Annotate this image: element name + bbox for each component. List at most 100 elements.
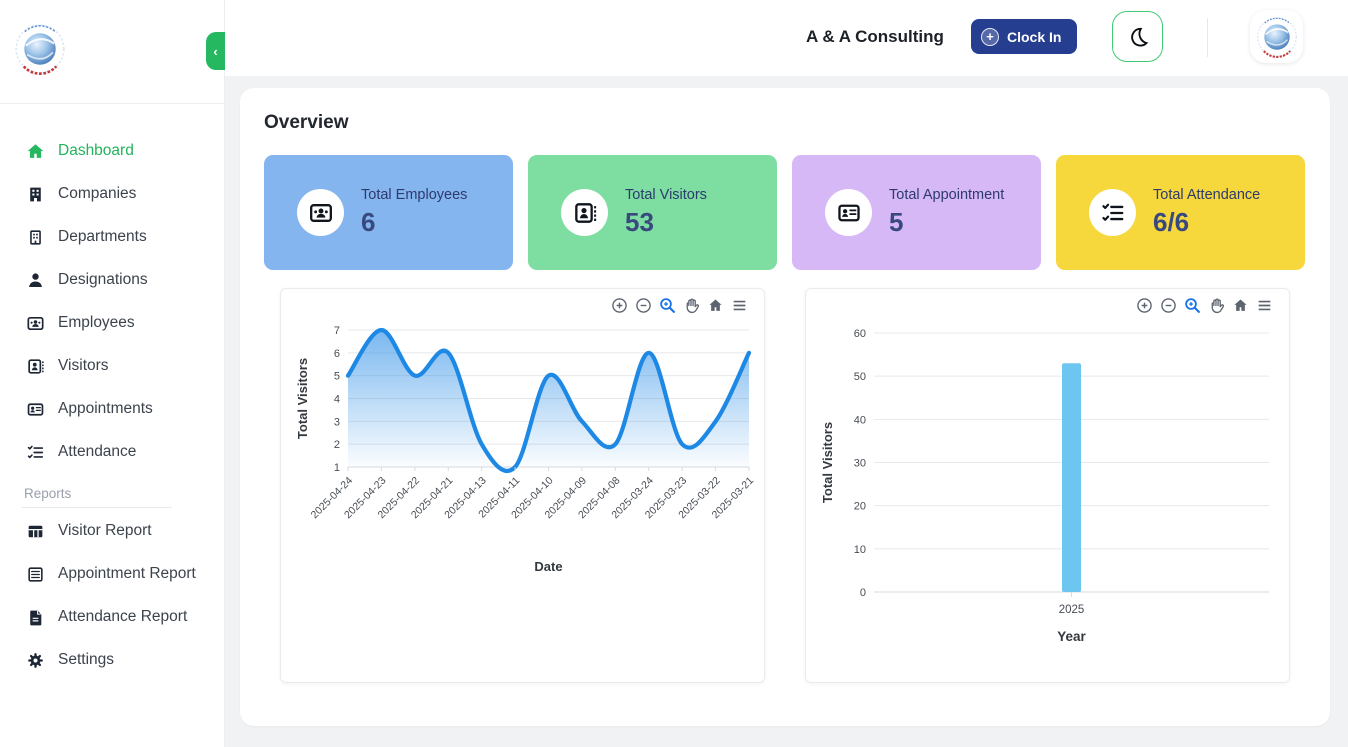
- sidebar-logo-area: ‹: [0, 0, 225, 104]
- box-zoom-icon[interactable]: [659, 297, 676, 314]
- sidebar-item-attendance-report[interactable]: Attendance Report: [0, 596, 224, 639]
- sidebar-nav: Dashboard Companies Departments Designat…: [0, 104, 224, 682]
- svg-text:2025: 2025: [1059, 604, 1085, 616]
- sidebar-item-label: Dashboard: [58, 142, 134, 160]
- sidebar-item-companies[interactable]: Companies: [0, 173, 224, 216]
- moon-icon: [1130, 27, 1148, 46]
- sidebar-item-attendance[interactable]: Attendance: [0, 431, 224, 474]
- zoom-out-icon[interactable]: [1160, 297, 1177, 314]
- overview-title: Overview: [264, 112, 349, 133]
- svg-text:10: 10: [854, 544, 866, 556]
- total-attendance-card: Total Attendance 6/6: [1056, 155, 1305, 270]
- contact-card-icon: [28, 359, 44, 374]
- sidebar-collapse-button[interactable]: ‹: [206, 32, 225, 70]
- contact-card-icon: [561, 189, 608, 236]
- svg-text:Total Visitors: Total Visitors: [820, 422, 835, 503]
- sidebar-item-visitor-report[interactable]: Visitor Report: [0, 510, 224, 553]
- stat-label: Total Appointment: [889, 187, 1005, 203]
- sidebar-item-appointments[interactable]: Appointments: [0, 388, 224, 431]
- stat-value: 5: [889, 207, 904, 237]
- chart-toolbar: [1136, 297, 1273, 314]
- badge-people-icon: [27, 316, 44, 331]
- svg-text:5: 5: [334, 371, 340, 383]
- sidebar-item-settings[interactable]: Settings: [0, 639, 224, 682]
- reset-home-icon[interactable]: [707, 297, 724, 314]
- stat-label: Total Attendance: [1153, 187, 1261, 203]
- sidebar-item-label: Visitors: [58, 357, 109, 375]
- badge-people-icon: [297, 189, 344, 236]
- svg-text:Year: Year: [1057, 629, 1086, 644]
- menu-icon[interactable]: [1256, 297, 1273, 314]
- building-outline-icon: [30, 230, 41, 245]
- clock-in-label: Clock In: [1007, 28, 1062, 45]
- reset-home-icon[interactable]: [1232, 297, 1249, 314]
- stat-value: 53: [625, 207, 654, 237]
- zoom-in-icon[interactable]: [1136, 297, 1153, 314]
- sidebar-item-label: Settings: [58, 651, 115, 669]
- sidebar-item-label: Companies: [58, 185, 137, 203]
- sidebar-item-label: Departments: [58, 228, 147, 246]
- plus-icon: +: [981, 27, 999, 46]
- stat-label: Total Employees: [361, 187, 468, 203]
- svg-text:40: 40: [854, 414, 866, 426]
- checklist-icon: [27, 445, 44, 459]
- home-icon: [27, 144, 44, 158]
- pan-icon[interactable]: [1208, 297, 1225, 314]
- building-icon: [30, 187, 41, 202]
- stat-label: Total Visitors: [625, 187, 707, 203]
- stat-cards-row: Total Employees 6 Total Visitors 53: [264, 155, 1305, 270]
- sidebar: ‹ Dashboard Companies Departments Design…: [0, 0, 225, 747]
- visitors-by-date-panel: 1 2 3 4 5 6 7 2025-04-24 2025-04-23 2025-04-22 202…: [280, 288, 765, 683]
- stat-value: 6: [361, 207, 376, 237]
- sidebar-item-label: Attendance: [58, 443, 137, 461]
- sidebar-item-label: Appointment Report: [58, 565, 196, 583]
- visitors-by-year-chart[interactable]: 0 10 20 30 40 50 60 2025 Year Total Visitors: [816, 313, 1281, 653]
- company-logo: [15, 24, 65, 75]
- svg-text:50: 50: [854, 371, 866, 383]
- company-logo-icon: [1256, 16, 1297, 58]
- company-title: A & A Consulting: [806, 27, 944, 46]
- sidebar-item-employees[interactable]: Employees: [0, 302, 224, 345]
- reports-section-label: Reports: [24, 486, 72, 501]
- svg-text:Total Visitors: Total Visitors: [295, 358, 310, 439]
- sidebar-item-label: Attendance Report: [58, 608, 188, 626]
- table-icon: [28, 525, 43, 538]
- sidebar-item-label: Appointments: [58, 400, 153, 418]
- total-appointment-card: Total Appointment 5: [792, 155, 1041, 270]
- svg-text:0: 0: [860, 587, 866, 599]
- id-card-icon: [27, 403, 44, 416]
- svg-text:7: 7: [334, 325, 340, 337]
- sidebar-item-label: Employees: [58, 314, 135, 332]
- sidebar-item-visitors[interactable]: Visitors: [0, 345, 224, 388]
- zoom-in-icon[interactable]: [611, 297, 628, 314]
- sidebar-item-dashboard[interactable]: Dashboard: [0, 130, 224, 173]
- zoom-out-icon[interactable]: [635, 297, 652, 314]
- svg-text:1: 1: [334, 462, 340, 474]
- svg-text:3: 3: [334, 416, 340, 428]
- svg-text:20: 20: [854, 501, 866, 513]
- menu-icon[interactable]: [731, 297, 748, 314]
- theme-toggle-button[interactable]: [1112, 11, 1163, 62]
- sidebar-item-departments[interactable]: Departments: [0, 216, 224, 259]
- id-card-icon: [825, 189, 872, 236]
- svg-text:4: 4: [334, 394, 340, 406]
- clock-in-button[interactable]: + Clock In: [971, 19, 1078, 54]
- sidebar-item-appointment-report[interactable]: Appointment Report: [0, 553, 224, 596]
- person-icon: [29, 273, 42, 288]
- box-zoom-icon[interactable]: [1184, 297, 1201, 314]
- svg-text:60: 60: [854, 328, 866, 340]
- sidebar-item-label: Designations: [58, 271, 148, 289]
- visitors-by-date-chart[interactable]: 12345672025-04-242025-04-232025-04-22202…: [291, 313, 756, 583]
- header-divider: [1207, 18, 1208, 57]
- stat-value: 6/6: [1153, 207, 1190, 237]
- checklist-icon: [1089, 189, 1136, 236]
- list-icon: [28, 567, 43, 582]
- svg-text:2: 2: [334, 439, 340, 451]
- user-avatar[interactable]: [1250, 10, 1303, 63]
- chart-toolbar: [611, 297, 748, 314]
- svg-text:30: 30: [854, 458, 866, 470]
- pan-icon[interactable]: [683, 297, 700, 314]
- sidebar-item-designations[interactable]: Designations: [0, 259, 224, 302]
- sidebar-item-label: Visitor Report: [58, 522, 152, 540]
- document-icon: [30, 610, 42, 626]
